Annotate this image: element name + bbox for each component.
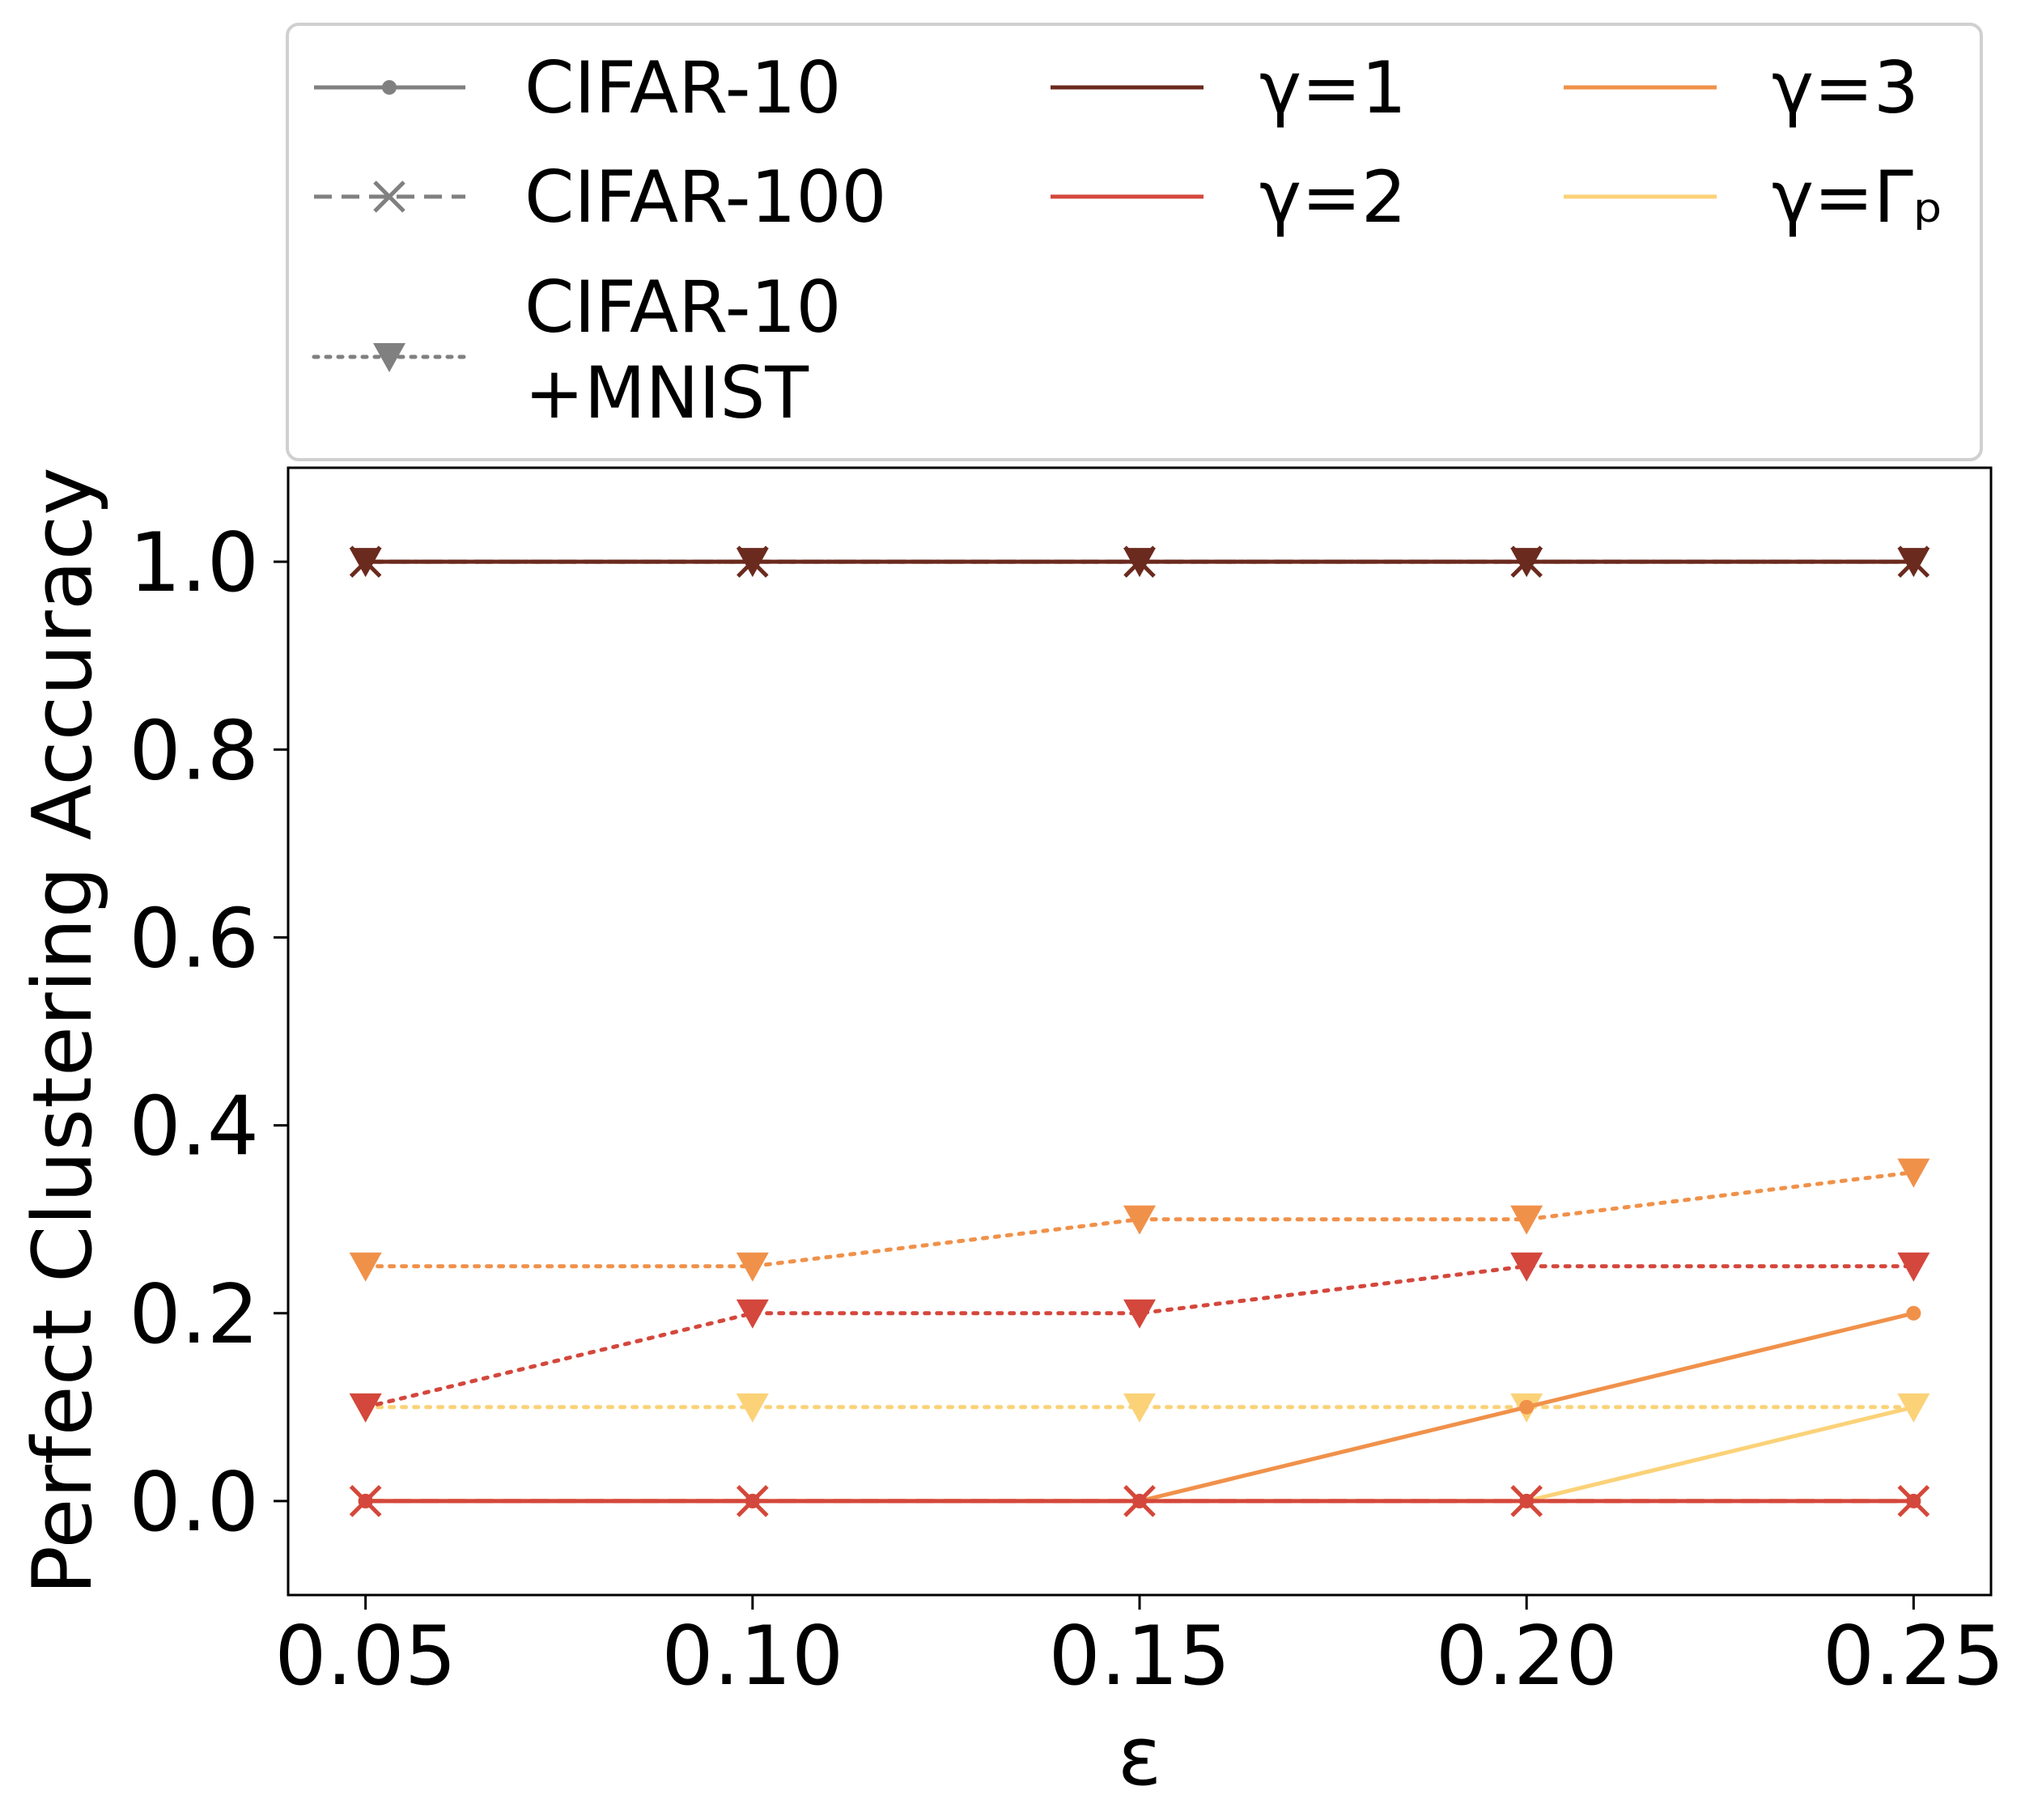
x-axis-label: ε [1118,1708,1162,1804]
legend-entry-gamma-gamma-p: γ=Γₚ [1564,155,1944,239]
legend-label-line2: +MNIST [524,351,809,435]
x-tick-label: 0.15 [1049,1608,1231,1703]
data-point [736,1252,769,1282]
data-point [1897,1393,1930,1423]
x-tick-label: 0.10 [661,1608,843,1703]
data-point [1519,1399,1535,1415]
data-point [737,1485,769,1517]
legend-label: γ=2 [1259,155,1407,239]
data-point [1510,1252,1543,1282]
data-point [1510,548,1543,578]
data-point [1123,1299,1156,1329]
legend-label: γ=3 [1772,46,1919,129]
y-tick-label: 1.0 [129,515,259,610]
legend-entry-gamma-1: γ=1 [1051,46,1407,129]
x-tick-label: 0.20 [1436,1608,1618,1703]
legend-frame [286,23,1983,461]
data-point [1897,1485,1930,1517]
data-point [1510,1485,1543,1517]
legend-marker [373,343,405,372]
data-point [1897,1252,1930,1282]
y-tick-label: 0.4 [129,1079,259,1174]
data-point [349,1485,382,1517]
y-tick-label: 0.0 [129,1454,259,1550]
series-line [363,1264,1916,1410]
x-tick-label: 0.05 [274,1608,456,1703]
data-point [1123,548,1156,578]
series-layer [349,545,1930,1517]
x-axis: 0.05 0.10 0.15 0.20 0.25 [274,1595,2005,1703]
legend-entry-gamma-3: γ=3 [1564,46,1919,129]
series-cifar-10plus-mnist-gamma-2 [349,1252,1930,1423]
data-point [349,548,382,578]
legend-label: γ=Γₚ [1772,155,1944,239]
data-point [736,1299,769,1329]
plot-background [288,468,1991,1595]
legend-entry-cifar-10: CIFAR-10 [314,46,841,129]
legend-entry-cifar-10plus-mnist: CIFAR-10+MNIST [312,265,841,435]
series-cifar-10plus-mnist-gamma-1 [349,548,1930,578]
legend-label: CIFAR-100 [524,155,886,239]
y-tick-label: 0.2 [129,1266,259,1362]
legend-label: γ=1 [1259,46,1407,129]
data-point [1510,1205,1543,1235]
series-cifar-100-gamma-2 [349,1485,1930,1517]
legend-items: CIFAR-10CIFAR-100CIFAR-10+MNISTγ=1γ=2γ=3… [312,46,1944,435]
series-cifar-10plus-mnist-gamma-3 [349,1158,1930,1282]
x-tick-label: 0.25 [1823,1608,2005,1703]
plot-area [287,466,1993,1597]
data-point [1906,1305,1921,1321]
data-point [736,1393,769,1423]
y-axis: 0.0 0.2 0.4 0.6 0.8 1.0 [129,515,288,1550]
y-axis-label: Perfect Clustering Accuracy [15,467,110,1595]
data-point [1123,1393,1156,1423]
legend-label: CIFAR-10 [524,46,841,129]
data-point [349,1252,382,1282]
legend-entry-cifar-100: CIFAR-100 [314,155,886,239]
data-point [1123,1205,1156,1235]
legend-entry-gamma-2: γ=2 [1051,155,1407,239]
legend-marker [373,180,405,213]
data-point [349,1393,382,1423]
data-point [1897,548,1930,578]
legend-label: CIFAR-10 [524,265,841,349]
legend: CIFAR-10CIFAR-100CIFAR-10+MNISTγ=1γ=2γ=3… [286,23,1983,461]
data-point [1123,1485,1156,1517]
data-point [1897,1158,1930,1188]
legend-marker [382,80,397,95]
y-tick-label: 0.8 [129,702,259,798]
data-point [736,548,769,578]
y-tick-label: 0.6 [129,890,259,986]
